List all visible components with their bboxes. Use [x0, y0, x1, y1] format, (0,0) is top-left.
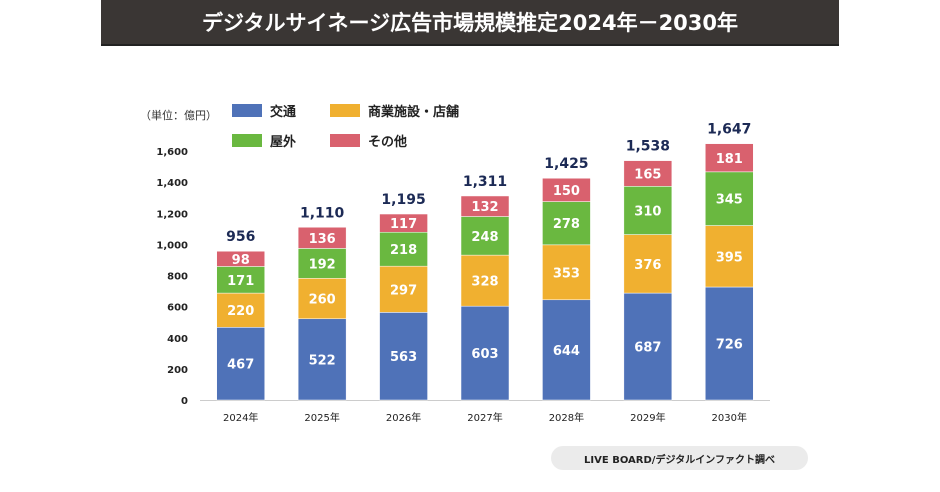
unit-label: （単位：億円） — [140, 108, 217, 122]
total-label: 1,195 — [381, 192, 425, 208]
bar-segment — [705, 286, 754, 401]
bar-segment — [297, 318, 347, 401]
data-label: 171 — [227, 274, 254, 289]
bar-segment — [542, 299, 591, 401]
data-label: 165 — [634, 167, 661, 182]
x-tick-label: 2027年 — [467, 411, 502, 424]
bar-segment — [705, 143, 754, 173]
legend-swatch — [330, 104, 360, 117]
bar-segment — [216, 266, 265, 294]
bar-segment — [705, 171, 754, 226]
x-tick-label: 2024年 — [223, 411, 258, 424]
y-tick-label: 600 — [167, 303, 188, 314]
data-label: 603 — [471, 347, 498, 362]
y-tick-label: 1,600 — [156, 147, 188, 158]
bar-segment — [379, 265, 428, 313]
legend-label: 交通 — [270, 104, 296, 120]
bar-segment — [460, 216, 510, 256]
bar-segment — [623, 292, 673, 401]
bar-segment — [623, 186, 673, 235]
total-label: 1,425 — [544, 156, 588, 172]
data-label: 98 — [232, 253, 250, 268]
data-label: 522 — [309, 353, 336, 368]
data-label: 218 — [390, 243, 417, 258]
data-label: 644 — [553, 344, 580, 359]
bar-segment — [216, 292, 265, 328]
data-label: 310 — [634, 204, 661, 219]
bar-segment — [542, 177, 591, 202]
total-label: 956 — [226, 229, 255, 245]
x-tick-label: 2028年 — [549, 411, 584, 424]
data-label: 353 — [553, 266, 580, 281]
total-label: 1,110 — [300, 205, 345, 221]
data-label: 328 — [471, 275, 498, 290]
data-label: 297 — [390, 283, 417, 298]
total-label: 1,311 — [463, 174, 507, 190]
bar-segment — [379, 213, 428, 233]
bar-segment — [379, 312, 428, 401]
y-tick-label: 400 — [167, 334, 188, 345]
total-label: 1,538 — [626, 139, 670, 155]
y-tick-label: 1,000 — [156, 240, 188, 251]
data-label: 376 — [634, 258, 661, 273]
bar-segment — [297, 278, 347, 320]
data-label: 132 — [471, 200, 498, 215]
source-label: LIVE BOARD/デジタルインファクト調べ — [551, 446, 808, 470]
x-tick-label: 2030年 — [712, 411, 747, 424]
bar-segment — [460, 305, 510, 401]
y-tick-label: 800 — [167, 272, 188, 283]
x-tick-label: 2025年 — [304, 411, 339, 424]
bar-segment — [623, 160, 673, 187]
x-tick-label: 2029年 — [630, 411, 665, 424]
legend-label: 商業施設・店舗 — [368, 104, 459, 120]
bar-segment — [460, 254, 510, 307]
data-label: 150 — [553, 184, 580, 199]
data-label: 181 — [716, 152, 743, 167]
y-tick-label: 1,400 — [156, 178, 188, 189]
legend-label: 屋外 — [270, 134, 296, 150]
data-label: 395 — [716, 250, 743, 265]
bar-segment — [216, 250, 265, 267]
bar-segment — [542, 201, 591, 246]
bar-segment — [379, 231, 428, 267]
bar-segment — [297, 227, 347, 249]
data-label: 726 — [716, 338, 743, 353]
data-label: 563 — [390, 350, 417, 365]
bar-segment — [460, 195, 510, 217]
legend-swatch — [232, 104, 262, 117]
data-label: 260 — [309, 293, 336, 308]
data-label: 220 — [227, 304, 254, 319]
total-label: 1,647 — [707, 122, 751, 138]
data-label: 278 — [553, 217, 580, 232]
bar-segment — [623, 234, 673, 294]
legend-swatch — [330, 134, 360, 147]
data-label: 136 — [309, 232, 336, 247]
data-label: 248 — [471, 230, 498, 245]
bar-segment — [705, 225, 754, 288]
y-tick-label: 0 — [181, 396, 188, 407]
legend-label: その他 — [368, 134, 407, 150]
chart-title: デジタルサイネージ広告市場規模推定2024年－2030年 — [101, 0, 839, 46]
y-tick-label: 200 — [167, 365, 188, 376]
bar-segment — [297, 248, 347, 279]
data-label: 687 — [634, 341, 661, 356]
legend-swatch — [232, 134, 262, 147]
data-label: 467 — [227, 358, 254, 373]
bar-segment — [542, 244, 591, 301]
data-label: 345 — [716, 193, 743, 208]
x-tick-label: 2026年 — [386, 411, 421, 424]
data-label: 117 — [390, 217, 417, 232]
data-label: 192 — [309, 257, 336, 272]
y-tick-label: 1,200 — [156, 209, 188, 220]
